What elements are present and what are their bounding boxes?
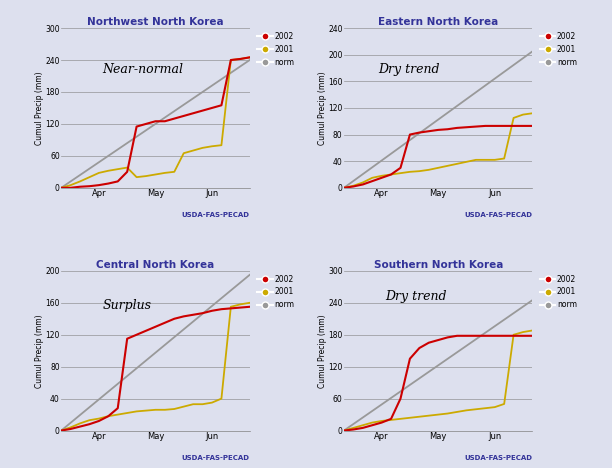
Text: USDA-FAS-PECAD: USDA-FAS-PECAD xyxy=(182,454,250,461)
Y-axis label: Cumul Precip (mm): Cumul Precip (mm) xyxy=(318,71,327,145)
Title: Southern North Korea: Southern North Korea xyxy=(373,260,503,270)
Text: USDA-FAS-PECAD: USDA-FAS-PECAD xyxy=(182,212,250,218)
Text: Dry trend: Dry trend xyxy=(386,290,447,303)
Text: USDA-FAS-PECAD: USDA-FAS-PECAD xyxy=(465,212,532,218)
Legend: 2002, 2001, norm: 2002, 2001, norm xyxy=(540,275,577,309)
Legend: 2002, 2001, norm: 2002, 2001, norm xyxy=(257,275,294,309)
Text: Surplus: Surplus xyxy=(103,299,152,312)
Y-axis label: Cumul Precip (mm): Cumul Precip (mm) xyxy=(35,71,44,145)
Legend: 2002, 2001, norm: 2002, 2001, norm xyxy=(257,32,294,66)
Y-axis label: Cumul Precip (mm): Cumul Precip (mm) xyxy=(35,314,44,388)
Title: Central North Korea: Central North Korea xyxy=(96,260,215,270)
Y-axis label: Cumul Precip (mm): Cumul Precip (mm) xyxy=(318,314,327,388)
Title: Eastern North Korea: Eastern North Korea xyxy=(378,17,498,27)
Text: Near-normal: Near-normal xyxy=(103,63,184,76)
Legend: 2002, 2001, norm: 2002, 2001, norm xyxy=(540,32,577,66)
Title: Northwest North Korea: Northwest North Korea xyxy=(87,17,224,27)
Text: USDA-FAS-PECAD: USDA-FAS-PECAD xyxy=(465,454,532,461)
Text: Dry trend: Dry trend xyxy=(378,63,439,76)
